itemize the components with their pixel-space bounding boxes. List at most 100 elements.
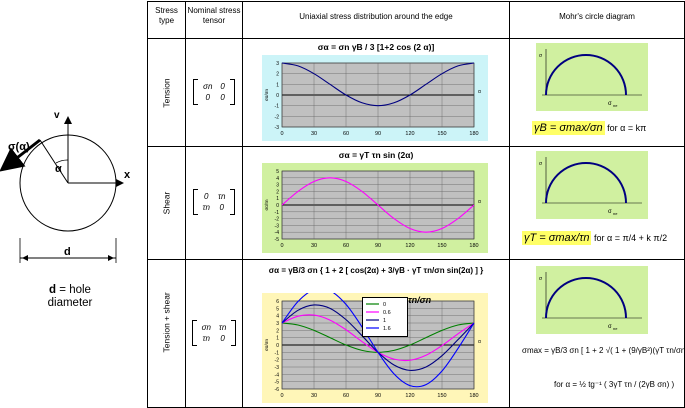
x-tick-label: 0 bbox=[280, 393, 283, 399]
y-tick-label: 3 bbox=[276, 183, 279, 189]
header-row: Stress type Nominal stress tensor Uniaxi… bbox=[147, 1, 685, 39]
plot-tension-shear: 6 5 4 3 2 1 0 -1 -2 -3 -4 -5 -6 0 30 60 90 120 150 180 α σα/σ… bbox=[262, 288, 488, 403]
mohr-y-label: σ bbox=[539, 161, 543, 167]
plot-tension: 3 2 1 0 -1 -2 -3 0 30 60 90 120 150 180 α σα/σn bbox=[262, 55, 488, 141]
x-tick-label: 60 bbox=[343, 243, 349, 249]
y-axis-label: σα/σn bbox=[264, 339, 269, 351]
mohr-tension: σ ne σ γB = σmax/σn for α = kπ bbox=[509, 38, 685, 147]
mohr-x-label: σ bbox=[608, 324, 612, 330]
mohr-x-label: σ bbox=[608, 101, 612, 107]
y-tick-label: -6 bbox=[275, 387, 280, 393]
legend-entry: 1.6 bbox=[383, 326, 391, 332]
header-nominal: Nominal stress tensor bbox=[185, 1, 243, 39]
x-tick-label: 90 bbox=[375, 393, 381, 399]
x-tick-label: 150 bbox=[437, 393, 446, 399]
y-tick-label: 1 bbox=[276, 336, 279, 342]
y-tick-label: -3 bbox=[275, 365, 280, 371]
x-axis-label: α bbox=[478, 89, 481, 95]
legend: 0 0.6 1 1.6 bbox=[362, 297, 408, 337]
y-tick-label: 1 bbox=[276, 196, 279, 202]
uniaxial-shear: σα = γT τn sin (2α) 5 4 3 2 1 0 -1 -2 -3 -4 -5 0 30 6… bbox=[242, 146, 510, 260]
x-tick-label: 30 bbox=[311, 131, 317, 137]
mohr-condition-shear: γT = σmax/τn for α = π/4 + k π/2 bbox=[522, 231, 668, 245]
y-tick-label: -1 bbox=[275, 210, 280, 216]
tensor-matrix: σn τn τn 0 bbox=[191, 319, 237, 346]
legend-entry: 0 bbox=[383, 302, 386, 308]
x-tick-label: 150 bbox=[437, 131, 446, 137]
alpha-arc bbox=[55, 159, 69, 164]
x-axis-label: α bbox=[478, 199, 481, 205]
mohr-circle bbox=[545, 162, 627, 204]
x-axis-label: x bbox=[124, 169, 131, 181]
row-label-shear: Shear bbox=[147, 146, 186, 260]
alpha-formula: for α = ½ tg⁻¹ ( 3γT τn / (2γB σn) ) bbox=[554, 380, 675, 389]
x-tick-label: 30 bbox=[311, 393, 317, 399]
x-tick-label: 120 bbox=[405, 131, 414, 137]
mohr-circle bbox=[545, 277, 627, 319]
y-tick-label: 0 bbox=[276, 343, 279, 349]
formula-tension-shear: σα = γB/3 σn { 1 + 2 [ cos(2α) + 3/γB · … bbox=[268, 266, 484, 275]
mohr-plot-tension: σ ne σ bbox=[536, 43, 648, 111]
mohr-plot-shear: σ ne σ bbox=[536, 151, 648, 219]
plot-shear: 5 4 3 2 1 0 -1 -2 -3 -4 -5 0 30 60 90 120 150 180 α σα/τn bbox=[262, 163, 488, 253]
y-tick-label: 0 bbox=[276, 203, 279, 209]
mohr-y-label: σ bbox=[539, 276, 543, 282]
formula-tension: σα = σn γB / 3 [1+2 cos (2 α)] bbox=[317, 42, 435, 52]
uniaxial-tension: σα = σn γB / 3 [1+2 cos (2 α)] 3 2 1 0 -1 -2 -… bbox=[242, 38, 510, 147]
mohr-x-sub: ne bbox=[613, 211, 618, 216]
x-tick-label: 60 bbox=[343, 131, 349, 137]
x-tick-label: 0 bbox=[280, 243, 283, 249]
y-tick-label: -1 bbox=[275, 350, 280, 356]
y-axis-label: v bbox=[54, 110, 60, 121]
series-line bbox=[281, 62, 475, 107]
uniaxial-tension-shear: σα = γB/3 σn { 1 + 2 [ cos(2α) + 3/γB · … bbox=[242, 259, 510, 408]
y-tick-label: -2 bbox=[275, 217, 280, 223]
y-tick-label: -2 bbox=[275, 358, 280, 364]
d-label: d bbox=[64, 246, 71, 258]
legend-entry: 1 bbox=[383, 318, 386, 324]
row-label-tension: Tension bbox=[147, 38, 186, 147]
stress-table: Stress type Nominal stress tensor Uniaxi… bbox=[147, 1, 685, 408]
d-arrowhead-right bbox=[108, 255, 114, 261]
x-tick-label: 90 bbox=[375, 131, 381, 137]
x-tick-label: 150 bbox=[437, 243, 446, 249]
x-tick-label: 180 bbox=[469, 243, 478, 249]
y-tick-label: -3 bbox=[275, 125, 280, 131]
y-tick-label: -2 bbox=[275, 114, 280, 120]
row-label-tension-shear: Tension + shear bbox=[147, 259, 186, 408]
y-tick-label: 0 bbox=[276, 93, 279, 99]
y-tick-label: 5 bbox=[276, 169, 279, 175]
caption-line2: diameter bbox=[47, 297, 93, 309]
mohr-chart-shear: σ neσ bbox=[539, 157, 642, 216]
x-tick-label: 120 bbox=[405, 393, 414, 399]
header-stress-type: Stress type bbox=[147, 1, 186, 39]
x-tick-label: 30 bbox=[311, 243, 317, 249]
mohr-circle bbox=[545, 54, 627, 96]
y-tick-label: 4 bbox=[276, 176, 279, 182]
y-tick-label: -4 bbox=[275, 372, 280, 378]
caption-d: d bbox=[49, 284, 57, 296]
mohr-x-sub: ne bbox=[613, 103, 618, 108]
legend-title: τn/σn bbox=[408, 295, 432, 305]
x-tick-label: 180 bbox=[469, 393, 478, 399]
y-tick-label: 2 bbox=[276, 189, 279, 195]
load-arrow bbox=[0, 138, 41, 172]
y-tick-label: 4 bbox=[276, 314, 279, 320]
mohr-x-label: σ bbox=[608, 209, 612, 215]
y-tick-label: -4 bbox=[275, 230, 280, 236]
x-tick-label: 0 bbox=[280, 131, 283, 137]
y-tick-label: 2 bbox=[276, 72, 279, 78]
series-line bbox=[281, 177, 475, 233]
load-label: σ(α) bbox=[8, 141, 30, 153]
mohr-tension-shear: σ ne σ σmax = γB/3 σn [ 1 + 2 √( 1 + (9/γB… bbox=[509, 259, 685, 408]
y-axis-label: σα/τn bbox=[264, 199, 269, 210]
mohr-chart-tension-shear: σ neσ bbox=[539, 272, 642, 331]
d-arrowhead-left bbox=[22, 255, 28, 261]
tensor-shear: 0 τn τn 0 bbox=[185, 146, 243, 260]
header-uniaxial: Uniaxial stress distribution around the … bbox=[242, 1, 510, 39]
